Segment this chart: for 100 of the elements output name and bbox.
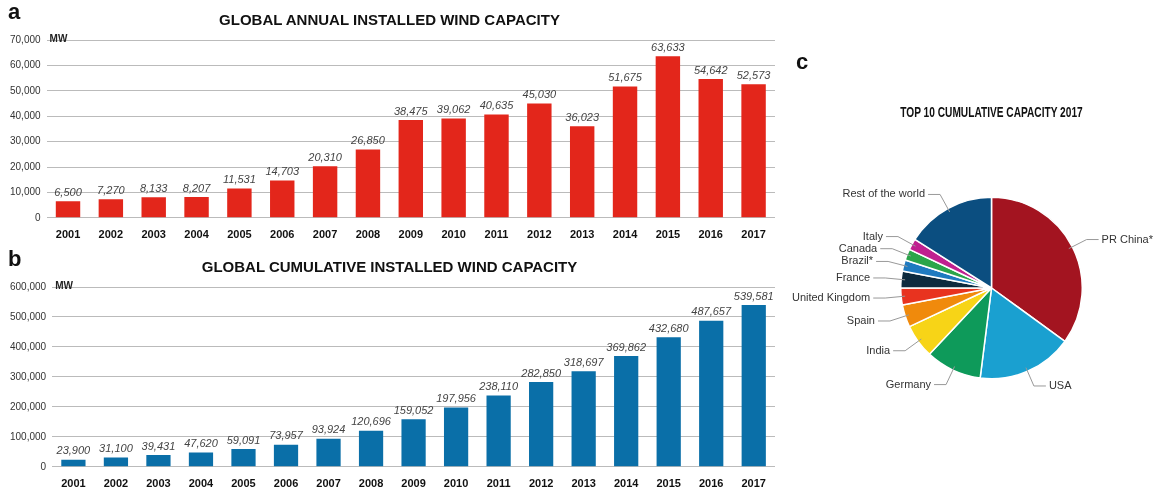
- bar: [398, 120, 424, 218]
- data-label: 8,207: [182, 181, 212, 194]
- bar: [141, 197, 166, 218]
- y-tick-label: 50,000: [9, 84, 42, 96]
- bar: [231, 449, 256, 467]
- y-tick-label: 600,000: [9, 280, 47, 292]
- x-tick-label: 2003: [146, 477, 171, 490]
- x-tick-label: 2006: [273, 477, 299, 490]
- data-label: 6,500: [54, 185, 83, 198]
- bar: [441, 118, 466, 218]
- slice-label: France: [835, 270, 871, 283]
- x-tick-label: 2010: [443, 477, 469, 490]
- data-label: 120,696: [351, 415, 392, 428]
- data-label: 20,310: [307, 150, 343, 163]
- x-tick-label: 2014: [612, 228, 639, 241]
- y-tick-label: 20,000: [9, 160, 42, 172]
- data-label: 51,675: [608, 71, 643, 84]
- y-tick-label: 500,000: [9, 310, 47, 322]
- x-tick-label: 2008: [355, 228, 381, 241]
- bar: [273, 444, 299, 467]
- bar: [184, 196, 209, 218]
- bar: [146, 454, 171, 467]
- bar: [61, 459, 86, 467]
- x-tick-label: 2005: [231, 477, 256, 490]
- data-label: 539,581: [733, 289, 774, 302]
- data-label: 487,657: [691, 305, 732, 318]
- x-tick-label: 2017: [741, 228, 766, 241]
- data-label: 38,475: [393, 104, 429, 117]
- x-tick-label: 2004: [184, 228, 210, 241]
- x-tick-label: 2013: [569, 228, 595, 241]
- bar: [270, 180, 295, 218]
- y-tick-label: 400,000: [9, 340, 47, 352]
- data-label: 318,697: [563, 355, 605, 368]
- x-tick-label: 2008: [358, 477, 384, 490]
- y-tick-label: 200,000: [9, 400, 47, 412]
- y-axis-title: MW: [55, 279, 74, 291]
- y-tick-label: 40,000: [9, 109, 42, 121]
- y-tick-label: 0: [35, 211, 42, 223]
- bar: [55, 201, 81, 218]
- y-tick-label: 30,000: [9, 135, 42, 147]
- x-tick-label: 2015: [656, 477, 681, 490]
- x-tick-label: 2007: [316, 477, 341, 490]
- bar: [484, 114, 509, 218]
- slice-label: Germany: [885, 377, 932, 390]
- bar: [569, 126, 595, 218]
- bar: [614, 355, 639, 467]
- data-label: 26,850: [350, 134, 386, 147]
- data-label: 40,635: [479, 99, 515, 112]
- text: a: [8, 0, 21, 25]
- data-label: 159,052: [393, 403, 434, 416]
- text: c: [796, 49, 809, 75]
- x-tick-label: 2004: [188, 477, 215, 490]
- bar: [98, 199, 124, 218]
- x-tick-label: 2017: [741, 477, 766, 490]
- bar: [443, 407, 469, 467]
- bar: [103, 457, 129, 467]
- x-tick-label: 2014: [613, 477, 640, 490]
- bar: [655, 56, 681, 218]
- slice-label: Italy: [862, 229, 884, 242]
- data-label: 54,642: [693, 63, 728, 76]
- x-tick-label: 2001: [61, 477, 86, 490]
- x-tick-label: 2011: [486, 477, 511, 490]
- data-label: 63,633: [651, 40, 686, 53]
- x-tick-label: 2003: [141, 228, 166, 241]
- data-label: 23,900: [55, 444, 92, 457]
- bar: [486, 395, 511, 467]
- bar: [527, 103, 552, 218]
- x-tick-label: 2016: [698, 228, 723, 241]
- bar: [355, 149, 381, 218]
- data-label: 39,431: [141, 439, 176, 452]
- data-label: 8,133: [139, 181, 169, 194]
- bar: [227, 188, 252, 218]
- bar: [358, 430, 384, 467]
- bar: [612, 86, 638, 218]
- x-tick-label: 2011: [484, 228, 509, 241]
- bar: [741, 305, 766, 467]
- slice-label: United Kingdom: [791, 291, 871, 304]
- text: b: [8, 246, 22, 272]
- x-tick-label: 2010: [441, 228, 466, 241]
- data-label: 52,573: [736, 68, 772, 81]
- bar: [699, 320, 724, 467]
- x-tick-label: 2005: [227, 228, 252, 241]
- x-tick-label: 2009: [398, 228, 424, 241]
- data-label: 59,091: [226, 433, 261, 446]
- y-tick-label: 300,000: [9, 370, 47, 382]
- data-label: 45,030: [522, 87, 558, 100]
- data-label: 282,850: [520, 366, 562, 379]
- data-label: 11,531: [222, 173, 256, 186]
- y-tick-label: 60,000: [9, 59, 42, 71]
- data-label: 432,680: [648, 321, 690, 334]
- chart-title: TOP 10 CUMULATIVE CAPACITY 2017: [900, 103, 1083, 121]
- slice-label: PR China*: [1101, 232, 1154, 245]
- x-tick-label: 2015: [655, 228, 681, 241]
- bar: [529, 382, 554, 467]
- data-label: 238,110: [478, 380, 519, 393]
- x-tick-label: 2012: [528, 477, 554, 490]
- data-label: 39,062: [436, 103, 471, 116]
- bar: [741, 84, 766, 218]
- slice-label: Canada: [838, 241, 879, 254]
- y-tick-label: 0: [40, 460, 47, 472]
